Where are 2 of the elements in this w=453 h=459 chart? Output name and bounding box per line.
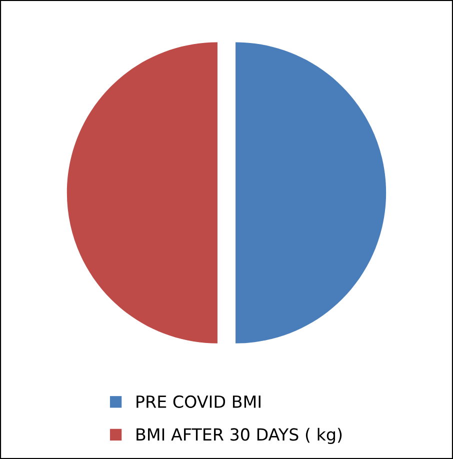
legend-label: BMI AFTER 30 DAYS ( kg) <box>136 428 342 444</box>
legend-label: PRE COVID BMI <box>136 395 260 408</box>
